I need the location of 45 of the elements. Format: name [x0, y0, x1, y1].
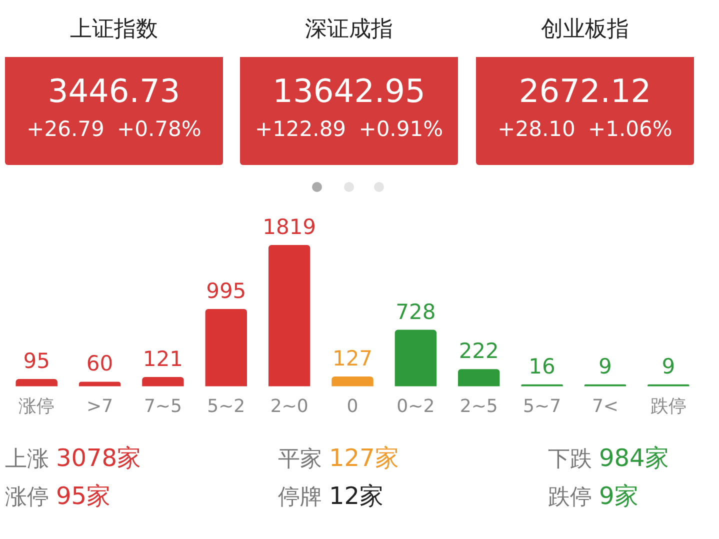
data-label: 9	[598, 354, 612, 378]
bar	[142, 376, 184, 386]
text: 跌停 9家	[548, 482, 638, 510]
x-tick-label: 0~2	[396, 396, 435, 417]
bar	[458, 369, 500, 386]
data-label: 728	[396, 300, 436, 324]
data-label: 9	[662, 354, 676, 378]
bar	[16, 379, 58, 386]
data-label: 95	[23, 348, 50, 373]
bar	[332, 376, 374, 386]
text: 13642.95	[272, 71, 426, 111]
text: +122.89 +0.91%	[254, 117, 444, 141]
x-tick-label: 0	[346, 396, 358, 417]
bar	[205, 309, 247, 386]
data-label: 16	[528, 354, 556, 378]
data-label: 121	[142, 346, 183, 371]
data-label: 222	[458, 339, 499, 364]
x-tick-label: 2~5	[460, 396, 498, 417]
x-tick-label: 7~5	[144, 396, 182, 417]
text: 涨停 95家	[5, 482, 111, 510]
x-tick-label: 5~2	[207, 396, 246, 417]
bar	[268, 245, 310, 386]
bar	[394, 330, 437, 386]
x-tick-label: 5~7	[523, 396, 562, 417]
text: +28.10 +1.06%	[498, 117, 672, 141]
x-tick-label: 跌停	[650, 396, 686, 417]
text: 停牌 12家	[278, 482, 384, 510]
x-tick-label: 涨停	[18, 396, 55, 417]
x-tick-label: 7<	[592, 396, 618, 417]
text: 深证成指	[240, 0, 458, 57]
data-label: 995	[206, 279, 246, 304]
text: +26.79 +0.78%	[26, 117, 202, 141]
text: 下跌 984家	[548, 444, 669, 472]
data-label: 1819	[262, 214, 316, 239]
data-label: 127	[332, 346, 373, 370]
data-label: 60	[86, 352, 114, 376]
x-tick-label: 2~0	[270, 396, 308, 417]
text: 2672.12	[518, 71, 652, 111]
bar	[78, 382, 121, 386]
text: 上证指数	[5, 0, 223, 57]
text: 创业板指	[476, 0, 694, 57]
x-tick-label: >7	[86, 396, 114, 417]
text: 平家 127家	[278, 444, 399, 472]
text: 3446.73	[46, 71, 182, 111]
text: 上涨 3078家	[5, 444, 142, 472]
